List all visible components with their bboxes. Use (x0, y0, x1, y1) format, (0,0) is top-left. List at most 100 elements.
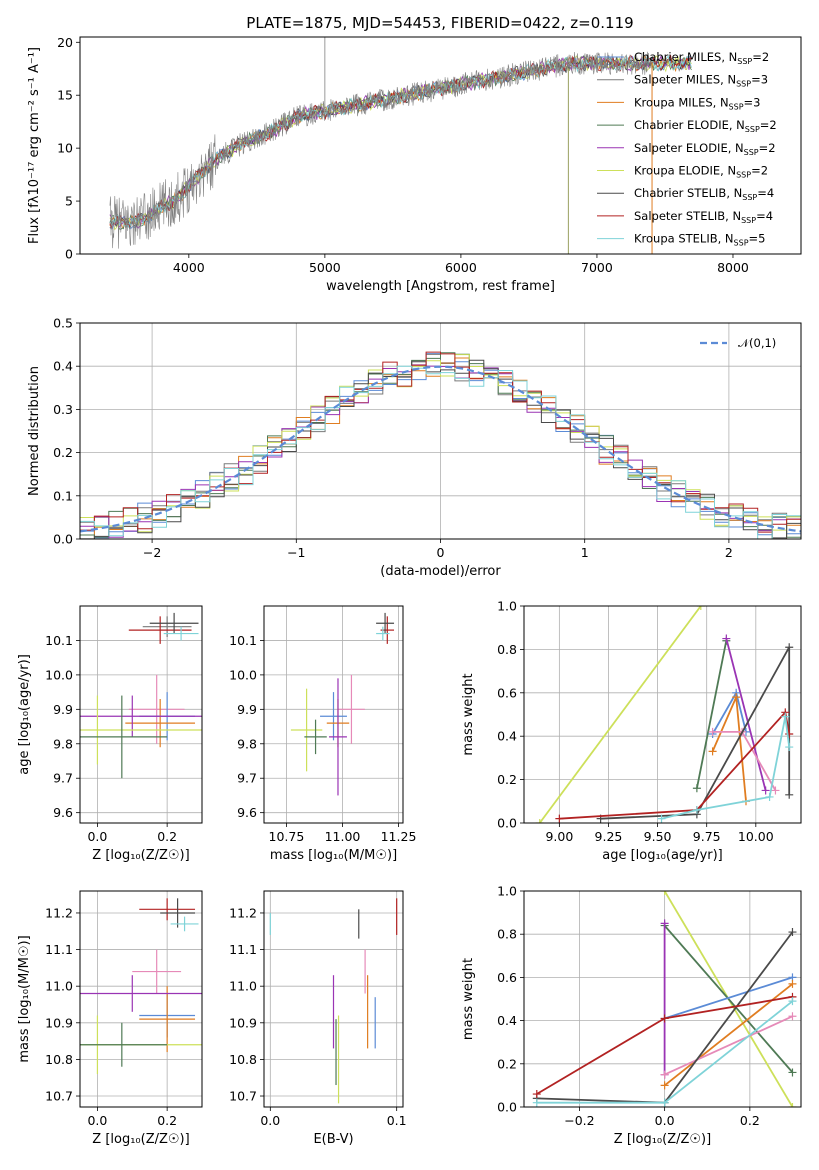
plot-frame (523, 890, 802, 1108)
mass-weight-marker (660, 1081, 669, 1090)
mass-weight-marker (788, 928, 797, 937)
plot-area (80, 612, 202, 779)
plot-frame (263, 890, 404, 1108)
mass-weight-marker (732, 693, 741, 702)
y-tick-label: 0.0 (497, 1100, 517, 1115)
x-tick-label: 4000 (173, 260, 205, 275)
y-axis-label: mass weight (461, 673, 476, 755)
mass-weight-marker (692, 805, 701, 814)
x-tick-label: 2 (725, 545, 733, 560)
plot-frame (523, 605, 802, 824)
x-tick-label: 7000 (581, 260, 613, 275)
figure-title: PLATE=1875, MJD=54453, FIBERID=0422, z=0… (246, 14, 633, 32)
observed-spectrum-line (109, 51, 653, 249)
y-tick-label: 0.5 (53, 316, 73, 331)
mass-weight-marker (785, 643, 794, 652)
y-axis-label: Flux [fλ10⁻¹⁷ erg cm⁻² s⁻¹ A⁻¹] (27, 47, 42, 244)
x-tick-label: 0.2 (157, 829, 177, 844)
plot-frame (79, 322, 802, 540)
x-axis-label: Z [log₁₀(Z/Z☉)] (92, 1132, 189, 1147)
mass-weight-marker (722, 634, 731, 643)
residual-histogram-panel: −2 −1 0 1 2 0.0 0.1 0.2 0.3 0.4 0.5 (data-model)/er… (27, 316, 802, 579)
age-vs-mass-panel: 10.75 11.00 11.25 9.6 9.7 9.8 9.9 10.0 10.1 mass … (229, 605, 416, 863)
y-tick-label: 9.8 (237, 736, 257, 751)
y-tick-label: 0.6 (497, 970, 517, 985)
x-tick-label: −0.2 (564, 1113, 594, 1128)
y-tick-label: 10.0 (45, 667, 73, 682)
y-tick-label: 1.0 (497, 884, 517, 899)
legend-label: Salpeter STELIB, NSSP=4 (634, 209, 773, 225)
y-tick-label: 0.2 (497, 772, 517, 787)
mass-weight-line (663, 925, 794, 1073)
model-spectrum-line (109, 55, 692, 229)
plot-area (290, 612, 395, 796)
mass-weight-marker (660, 919, 669, 928)
x-tick-label: 9.75 (693, 829, 721, 844)
y-tick-label: 10 (57, 141, 73, 156)
x-tick-label: 9.50 (644, 829, 672, 844)
mass-weight-marker (788, 1012, 797, 1021)
y-tick-label: 11.2 (229, 905, 257, 920)
mass-weight-marker (781, 712, 790, 721)
mass-weight-marker (785, 730, 794, 739)
mass-weight-marker (660, 1014, 669, 1023)
plot-area (80, 898, 202, 1075)
y-tick-label: 10.8 (45, 1052, 73, 1067)
y-tick-label: 0.1 (53, 488, 73, 503)
mass-weight-marker (788, 1068, 797, 1077)
x-axis-label: E(B-V) (313, 1132, 353, 1147)
y-tick-label: 0.4 (497, 729, 517, 744)
x-axis-label: wavelength [Angstrom, rest frame] (326, 279, 555, 294)
model-spectrum-line (109, 54, 692, 230)
age-vs-metallicity-panel: 0.0 0.2 9.6 9.7 9.8 9.9 10.0 10.1 Z [log₁₀(Z/Z☉)… (17, 605, 203, 863)
x-tick-label: 6000 (445, 260, 477, 275)
x-axis-label: mass [log₁₀(M/M☉)] (270, 848, 397, 863)
y-tick-label: 10.7 (45, 1089, 73, 1104)
y-tick-label: 0.4 (497, 1013, 517, 1028)
y-tick-label: 9.9 (53, 702, 73, 717)
legend-label: Kroupa ELODIE, NSSP=2 (634, 164, 768, 180)
model-spectrum-line (109, 55, 692, 230)
plot-area (535, 606, 794, 823)
plot-area (80, 351, 801, 539)
y-tick-label: 10.9 (45, 1015, 73, 1030)
y-tick-label: 1.0 (497, 599, 517, 614)
x-tick-label: 0.0 (260, 1113, 280, 1128)
residual-histogram (80, 353, 801, 528)
y-tick-label: 11.0 (229, 979, 257, 994)
x-tick-label: 1 (581, 545, 589, 560)
mass-weight-marker (788, 1103, 797, 1107)
x-axis-label: Z [log₁₀(Z/Z☉)] (92, 848, 189, 863)
mass-weight-line (696, 640, 728, 789)
y-tick-label: 9.6 (237, 805, 257, 820)
y-tick-label: 9.9 (237, 702, 257, 717)
x-axis-label: age [log₁₀(age/yr)] (602, 848, 723, 863)
plot-area (532, 891, 797, 1107)
model-spectrum-line (109, 55, 692, 231)
mass-weight-marker (696, 606, 705, 610)
mass-weight-line (538, 606, 702, 823)
mass-weight-marker (785, 790, 794, 799)
model-spectrum-line (109, 54, 692, 231)
model-spectrum-line (109, 55, 692, 229)
plot-area (269, 898, 398, 1104)
x-tick-label: 0.2 (157, 1113, 177, 1128)
residual-histogram (80, 351, 801, 533)
model-spectrum-line (109, 55, 692, 230)
y-axis-label: age [log₁₀(age/yr)] (17, 654, 32, 775)
y-tick-label: 0.0 (53, 532, 73, 547)
legend-label: Chabrier STELIB, NSSP=4 (634, 186, 774, 202)
mass-weight-marker (708, 747, 717, 756)
legend-label: Kroupa MILES, NSSP=3 (634, 95, 760, 111)
y-tick-label: 11.1 (45, 942, 73, 957)
gaussian-reference-curve (80, 365, 801, 533)
mass-weight-vs-age-panel: 9.00 9.25 9.50 9.75 10.00 0.0 0.2 0.4 0.6 0.8 1.0 a… (461, 599, 802, 863)
y-tick-label: 9.6 (53, 805, 73, 820)
legend-label: Salpeter MILES, NSSP=3 (634, 73, 768, 89)
plot-frame (79, 890, 203, 1108)
mass-weight-marker (657, 814, 666, 823)
mass-vs-metallicity-panel: 0.0 0.2 10.7 10.8 10.9 11.0 11.1 11.2 Z [log₁₀(Z… (17, 890, 203, 1147)
x-tick-label: 0 (437, 545, 445, 560)
x-tick-label: 9.25 (595, 829, 623, 844)
plot-area (109, 37, 692, 254)
